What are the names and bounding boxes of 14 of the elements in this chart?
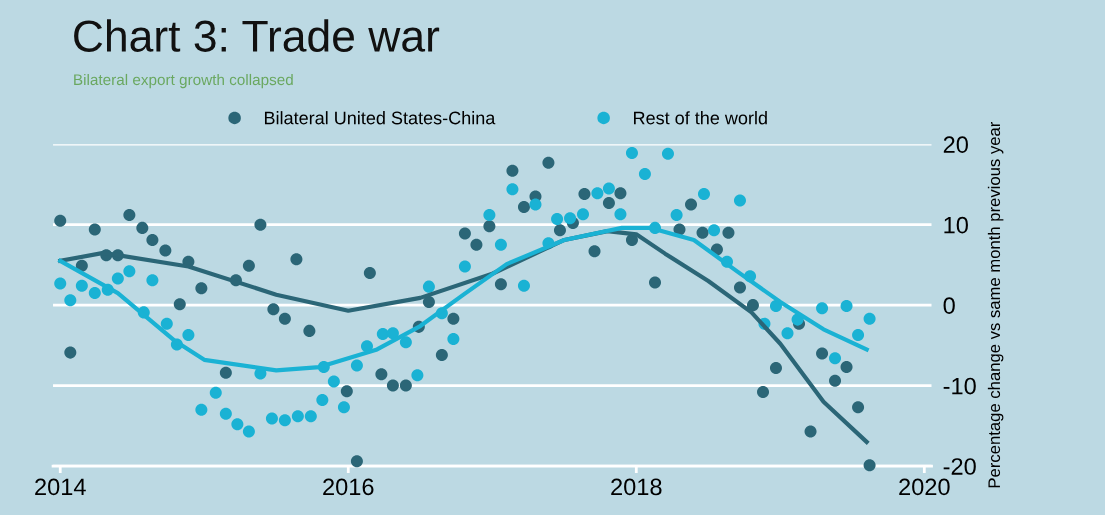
legend-label: Rest of the world: [634, 111, 767, 125]
x-tick-label: 2020: [899, 478, 950, 496]
y-tick-label: -10: [943, 377, 976, 395]
y-tick-label: 20: [943, 136, 968, 153]
x-tick-label: 2018: [611, 478, 662, 496]
legend-label: Bilateral United States-China: [264, 111, 496, 125]
chart-title: Chart 3: Trade war: [74, 19, 440, 52]
x-tick-label: 2016: [323, 478, 374, 496]
chart-subtitle: Bilateral export growth collapsed: [74, 73, 293, 89]
y-tick-label: -20: [943, 458, 976, 475]
y-tick-label: 10: [944, 216, 968, 234]
y-axis-title: Percentage change vs same month previous year: [987, 121, 1004, 488]
x-tick-label: 2014: [35, 478, 86, 496]
y-tick-label: 0: [943, 297, 955, 314]
